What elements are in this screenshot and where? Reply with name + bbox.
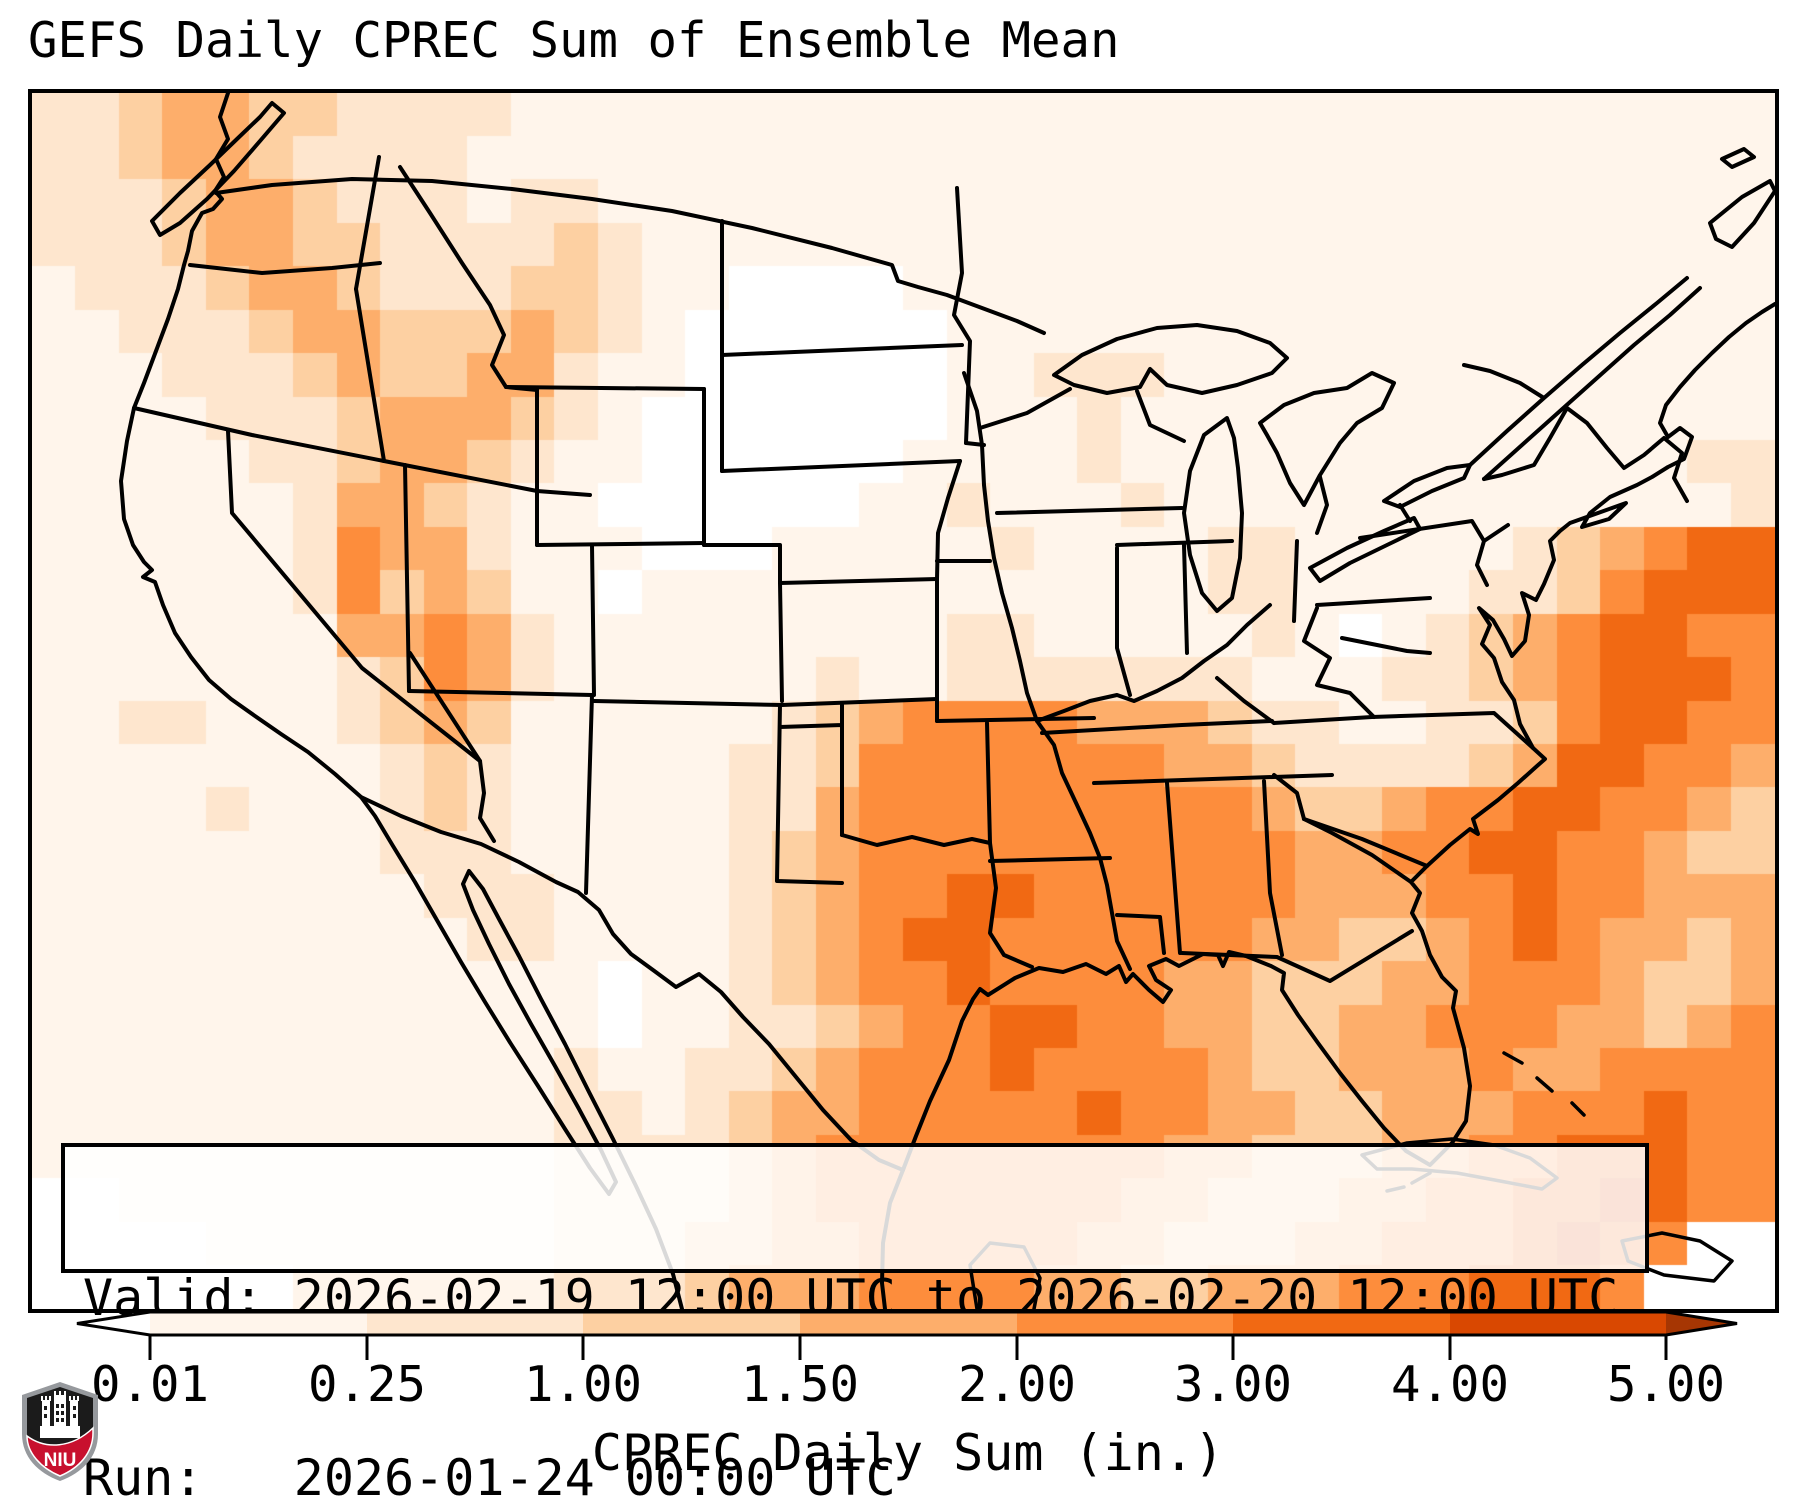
canada-border xyxy=(214,177,1046,335)
state-border-ga-sc xyxy=(1302,817,1413,884)
state-border-wa-id xyxy=(354,155,381,291)
prince-edward-island xyxy=(1720,147,1756,169)
state-border-nd-sd xyxy=(720,343,964,357)
state-border-al-ga xyxy=(1262,779,1284,957)
state-border-wi-il xyxy=(995,506,1184,515)
state-border-la-ms xyxy=(1115,913,1166,955)
colorbar-axis-label: CPREC Daily Sum (in.) xyxy=(591,1424,1225,1482)
logo-castle-icon xyxy=(40,1391,80,1438)
validity-info-box: Valid: 2026-02-19 12:00 UTC to 2026-02-2… xyxy=(61,1143,1649,1500)
state-border-il-in xyxy=(1115,546,1132,697)
state-border-tx-ok-panhandle xyxy=(778,703,844,837)
state-border-pa xyxy=(1292,519,1510,623)
state-border-red-river xyxy=(840,833,992,847)
state-border-nm-tx xyxy=(775,703,844,885)
state-border-co-ks-west xyxy=(778,581,784,703)
maine-canada-border xyxy=(1482,406,1689,503)
state-border-fl-north xyxy=(1180,929,1414,983)
state-border-tn-south xyxy=(1092,773,1334,785)
colorbar-tick-labels: 0.01 0.25 1.00 1.50 2.00 3.00 4.00 5.00 xyxy=(0,1356,1803,1416)
vancouver-island xyxy=(150,101,286,237)
map-borders-overlay xyxy=(119,93,1775,1309)
state-border-wi-mn xyxy=(978,387,1072,430)
colorbar-tick-label: 2.00 xyxy=(957,1356,1077,1413)
lake-connectors xyxy=(1315,475,1412,535)
colorbar-tick-label: 0.01 xyxy=(90,1356,210,1413)
colorbar-segment xyxy=(367,1312,583,1335)
state-border-az-nm xyxy=(584,693,594,895)
lake-huron xyxy=(1258,371,1396,507)
state-border-nv-ut xyxy=(403,463,411,693)
state-border-or-id xyxy=(354,287,386,463)
colorbar-segment xyxy=(800,1312,1017,1335)
lake-ontario xyxy=(1382,463,1472,509)
state-border-mo-ar xyxy=(935,716,1096,723)
ohio-river xyxy=(1035,603,1272,723)
lake-erie xyxy=(1308,516,1422,583)
missouri-river-border xyxy=(935,459,962,581)
state-border-ut-co xyxy=(590,543,596,697)
colorbar-segment xyxy=(583,1312,800,1335)
state-border-mt-wy xyxy=(504,385,706,391)
lake-michigan xyxy=(1182,416,1244,613)
gulf-atlantic-coastline xyxy=(901,302,1775,1172)
state-border-tn-nc xyxy=(1272,773,1306,821)
us-mexico-border xyxy=(359,795,905,1172)
state-border-id-mt xyxy=(398,165,539,392)
lake-superior xyxy=(1052,323,1289,395)
state-border-mi-south xyxy=(1115,539,1234,547)
state-border-ky-tn-north xyxy=(1040,719,1274,735)
state-border-wa-or xyxy=(188,261,382,275)
state-border-ca-nv-az xyxy=(226,429,496,843)
state-border-in-oh xyxy=(1182,543,1189,655)
state-border-ks-ok xyxy=(780,697,939,707)
colorbar-over-arrow xyxy=(1666,1312,1737,1335)
pacific-coastline xyxy=(119,93,684,1309)
colorbar-segment xyxy=(150,1312,367,1335)
colorbar-tick-label: 1.00 xyxy=(523,1356,643,1413)
colorbar-tick-label: 4.00 xyxy=(1390,1356,1510,1413)
state-border-ne-co xyxy=(702,543,939,585)
run-time-text: Run: 2026-01-24 00:00 UTC xyxy=(83,1449,896,1500)
logo-red-band xyxy=(26,1426,94,1477)
nova-scotia xyxy=(1708,179,1775,249)
state-border-mi-up-wi xyxy=(1135,389,1186,443)
colorbar xyxy=(76,1310,1738,1360)
state-border-co-nm xyxy=(592,699,784,707)
state-border-ok-ar-tx-la xyxy=(985,721,1034,969)
colorbar-tick-label: 0.25 xyxy=(307,1356,427,1413)
state-border-ut-az xyxy=(407,689,594,697)
colorbar-segment xyxy=(1233,1312,1450,1335)
mississippi-river xyxy=(962,371,1132,971)
state-border-ar-la xyxy=(988,856,1112,863)
figure-title: GEFS Daily CPREC Sum of Ensemble Mean xyxy=(28,12,1120,69)
colorbar-tick-label: 5.00 xyxy=(1606,1356,1726,1413)
logo-org-text: NIU xyxy=(44,1450,77,1471)
state-border-wv-va-md xyxy=(1302,596,1432,719)
state-border-wy-south xyxy=(535,541,706,547)
colorbar-tick-label: 3.00 xyxy=(1173,1356,1293,1413)
state-border-mn-west xyxy=(952,186,972,445)
colorbar-tick-label: 1.50 xyxy=(740,1356,860,1413)
map-panel: Valid: 2026-02-19 12:00 UTC to 2026-02-2… xyxy=(28,89,1779,1500)
state-border-nv-az-diag xyxy=(408,651,482,763)
st-lawrence-river xyxy=(1462,276,1702,481)
state-border-va-nc xyxy=(1272,711,1535,750)
colorbar-under-arrow xyxy=(77,1312,150,1335)
state-border-nc-sc xyxy=(1302,817,1429,868)
niu-logo: NIU xyxy=(22,1382,98,1481)
colorbar-segment xyxy=(1450,1312,1666,1335)
state-border-ky-va-wv xyxy=(1215,676,1276,725)
state-border-ms-al xyxy=(1165,781,1182,955)
state-border-sd-ne xyxy=(720,459,962,473)
state-border-42nd-parallel xyxy=(132,406,592,497)
colorbar-segment xyxy=(1017,1312,1233,1335)
